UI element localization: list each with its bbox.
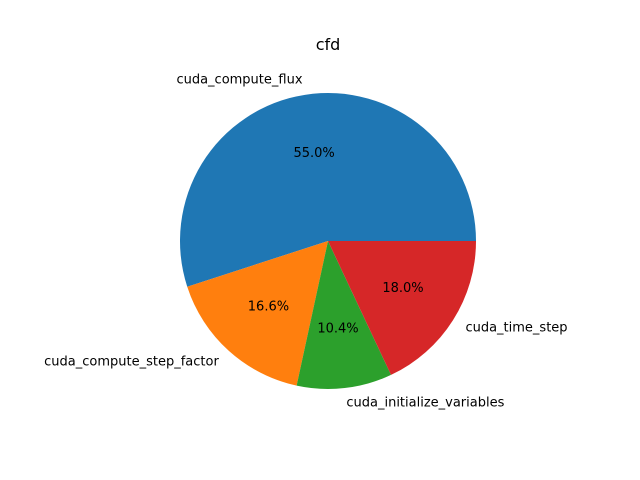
slice-label-cuda-compute-flux: cuda_compute_flux	[176, 73, 302, 88]
slice-label-cuda-initialize-variables: cuda_initialize_variables	[346, 395, 504, 410]
slice-percent-cuda-compute-step-factor: 16.6%	[248, 299, 289, 314]
pie-slice-cuda-compute-step-factor	[187, 241, 328, 386]
pie-slice-cuda-initialize-variables	[296, 241, 392, 390]
pie-slice-cuda-time-step	[328, 241, 476, 375]
slice-label-cuda-compute-step-factor: cuda_compute_step_factor	[44, 354, 219, 369]
slice-percent-cuda-time-step: 18.0%	[382, 281, 423, 296]
slice-percent-cuda-compute-flux: 55.0%	[293, 146, 334, 161]
slice-label-cuda-time-step: cuda_time_step	[465, 321, 567, 336]
pie-slices	[180, 93, 476, 390]
chart-title: cfd	[316, 35, 341, 54]
slice-percent-cuda-initialize-variables: 10.4%	[317, 322, 358, 337]
pie-labels: cuda_compute_flux 55.0% cuda_compute_step_…	[44, 73, 567, 411]
pie-slice-cuda-compute-flux	[180, 93, 476, 287]
